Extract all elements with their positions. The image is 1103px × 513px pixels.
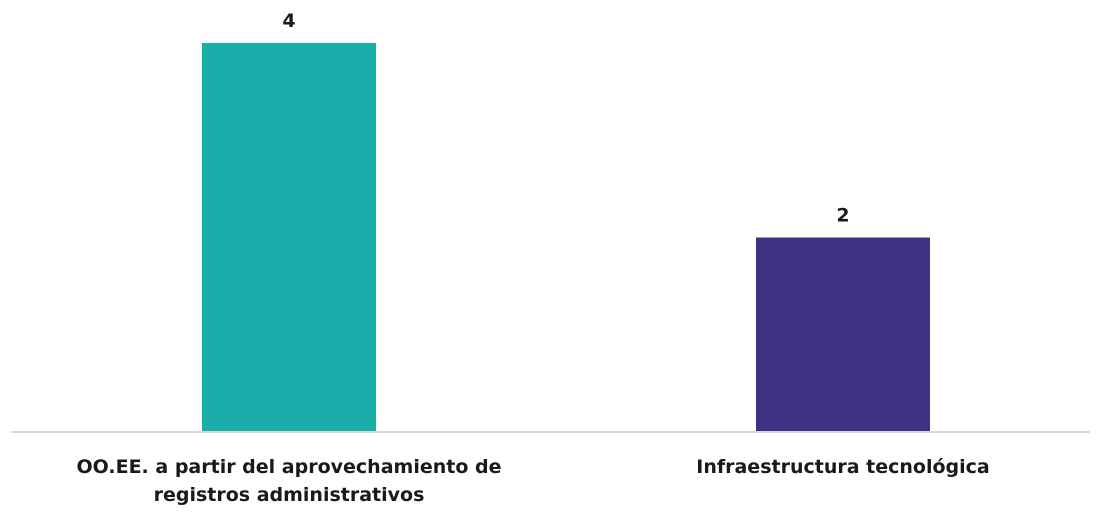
- data-labels-layer: 42: [282, 10, 849, 227]
- bars-layer: [202, 43, 930, 432]
- category-label-infraestructura-tecnologica: Infraestructura tecnológica: [696, 456, 990, 478]
- category-label-registros-administrativos: OO.EE. a partir del aprovechamiento de r…: [76, 456, 502, 506]
- bar-1: [202, 43, 376, 432]
- bar-2: [756, 237, 930, 432]
- data-label-1: 4: [282, 10, 295, 32]
- data-label-2: 2: [836, 205, 849, 227]
